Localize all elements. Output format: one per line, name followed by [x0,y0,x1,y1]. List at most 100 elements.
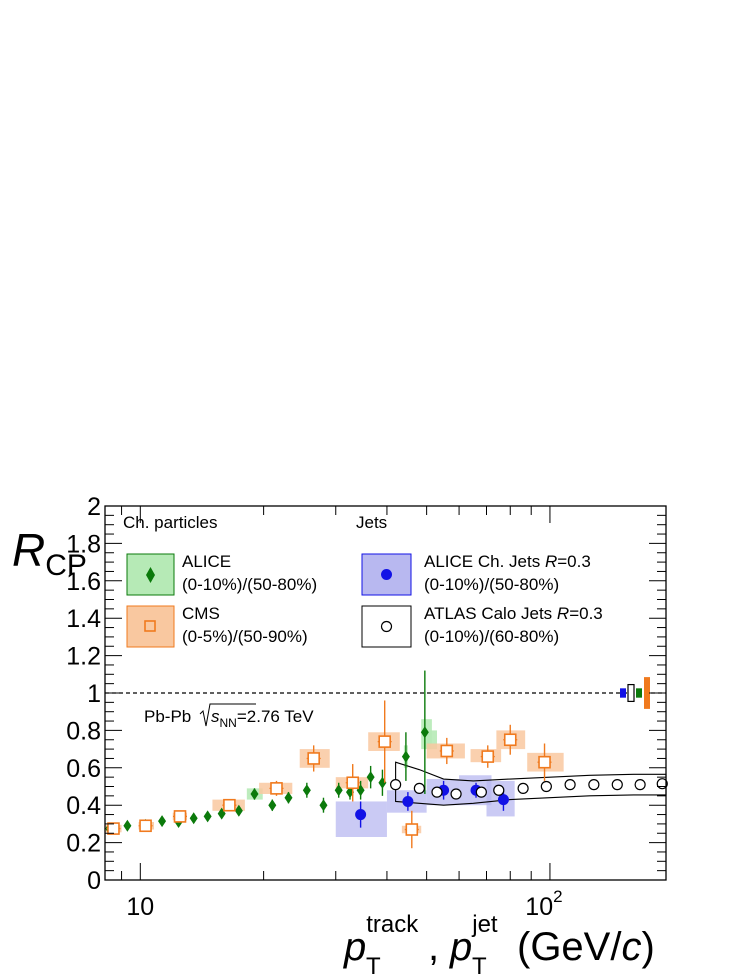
legend-alice-line2: (0-10%)/(50-80%) [182,575,317,594]
legend-atlas-name: ATLAS Calo Jets [424,604,552,623]
marker-cms [440,744,454,758]
legend-swatch-cms [126,605,175,648]
data-point-cms [269,780,284,796]
x-tick-label-base: 10 [525,893,553,921]
annotation-sqrt-var: s [211,707,220,726]
x-tick-label: 102 [525,887,562,921]
marker-cms [223,798,236,812]
data-point-cms [345,764,360,802]
marker-atlas [611,779,623,791]
data-point-atlas [564,779,576,791]
marker-alice [268,799,277,812]
annotation-system: Pb-Pb [144,707,191,726]
x-axis-title-sup2: jet [471,911,498,938]
legend-atlas-r-value: =0.3 [569,604,603,623]
marker-cms [307,752,320,765]
legend-atlas-r: R [557,604,569,623]
y-tick-label: 2 [87,493,101,521]
marker-alice [401,750,410,763]
data-point-cms [106,822,121,835]
x-tick-label-base: 10 [126,893,154,921]
marker-cms [139,819,152,833]
marker-atlas [493,784,505,796]
x-axis-title-p2: p [449,925,472,969]
data-point-cms [439,737,454,765]
data-point-alice [420,670,429,794]
y-tick-label: 0.6 [66,755,101,783]
x-tick-label: 10 [126,893,154,921]
y-tick-label: 1.8 [66,530,101,558]
legend-swatch-atlas [361,605,412,648]
marker-alice [234,804,243,817]
marker-alice [123,819,132,832]
y-tick-label: 0.2 [66,830,101,858]
marker-cms [173,810,187,823]
norm-uncertainty-alice_jets [620,688,626,698]
annotation-sqrt-sub: NN [220,716,237,730]
marker-cms [378,735,391,748]
y-tick-label: 0 [87,867,101,895]
marker-atlas [431,786,443,798]
x-tick-label-exp: 2 [553,887,562,906]
y-axis-title: RCP [12,524,87,582]
data-point-cms [222,798,237,812]
data-point-cms [138,819,153,833]
data-point-cms [404,810,419,849]
data-point-cms [503,724,518,755]
legend-alice-jets-line1: ALICE Ch. Jets R=0.3 [424,552,591,571]
data-point-cms [537,743,552,781]
marker-alice [158,815,167,828]
data-point-cms [306,745,321,772]
sqrt-sign [199,703,256,727]
y-tick-label: 0.8 [66,717,101,745]
legend-alice-jets-line2: (0-10%)/(50-80%) [424,575,559,594]
x-axis-title-sep: , [428,925,439,969]
data-point-alice [123,819,132,832]
data-point-alice [334,782,343,798]
legend-alice-jets-r-value: =0.3 [557,552,591,571]
y-tick-label: 1.2 [66,643,101,671]
legend-marker-alice-jets [381,569,392,580]
data-point-alice [158,815,167,828]
marker-atlas [413,782,425,794]
marker-cms [107,822,120,835]
legend-entry-atlas: ATLAS Calo Jets R=0.3 (0-10%)/(60-80%) [361,604,603,648]
data-point-atlas [390,779,402,791]
x-axis-title-unit-close: ) [641,925,654,969]
legend-atlas-line1: ATLAS Calo Jets R=0.3 [424,604,603,623]
legend-header-jets: Jets [356,513,387,532]
marker-cms [346,776,360,790]
marker-atlas [540,780,552,793]
y-tick-label: 1 [87,680,101,708]
legend-entry-alice-jets: ALICE Ch. Jets R=0.3 (0-10%)/(50-80%) [361,552,591,596]
marker-cms [538,755,551,769]
legend-marker-alice [146,567,155,583]
data-point-alice [319,797,328,813]
sys-box-alice [426,730,437,750]
x-axis-title-p1: p [343,925,366,969]
data-point-alice [401,732,410,781]
marker-atlas [450,788,462,800]
legend-cms-line1: CMS [182,604,220,623]
marker-atlas [634,779,646,791]
legend-alice-jets-r: R [545,552,557,571]
data-point-alice [366,765,375,789]
data-point-cms [480,745,495,768]
norm-uncertainty-cms [644,677,650,709]
y-tick-label: 1.4 [66,605,101,633]
data-point-atlas [413,782,425,794]
marker-alice [189,812,198,825]
data-point-atlas [634,779,646,791]
data-point-alice [234,804,243,817]
marker-cms [481,750,495,763]
marker-alice [302,784,311,797]
legend-atlas-line2: (0-10%)/(60-80%) [424,627,559,646]
marker-atlas [475,786,487,798]
legend-entry-alice: ALICE (0-10%)/(50-80%) [126,552,317,596]
x-axis-title-sub1: T [366,953,381,978]
data-point-alice [203,810,212,823]
data-point-atlas [493,784,505,796]
data-point-atlas [475,786,487,798]
